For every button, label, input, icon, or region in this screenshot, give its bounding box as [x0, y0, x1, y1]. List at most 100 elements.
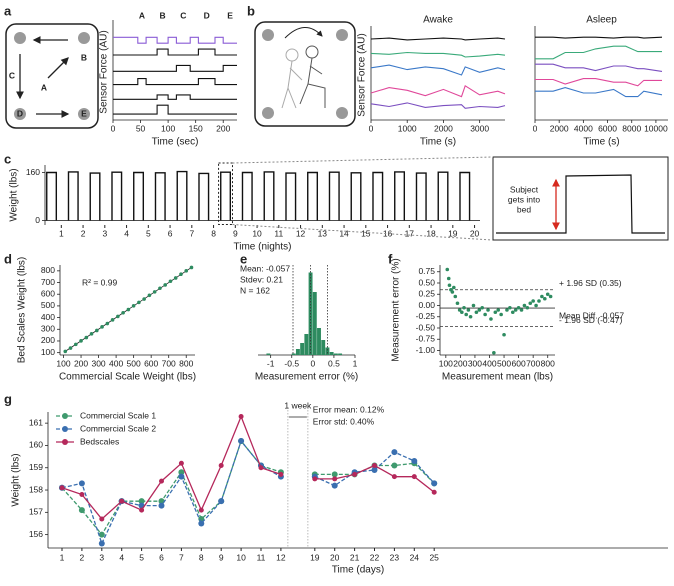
annotation: Error std: 0.40% — [313, 416, 375, 426]
y-tick-label: 0.25 — [418, 289, 435, 299]
x-tick-label: 9 — [219, 552, 224, 562]
legend-marker — [62, 439, 68, 445]
series-line — [535, 63, 663, 72]
x-axis-label: Measurement mean (lbs) — [442, 372, 553, 383]
panel-label: f — [388, 251, 393, 266]
y-axis-label: Weight (lbs) — [9, 168, 20, 221]
x-tick-label: 14 — [339, 228, 349, 238]
point — [462, 305, 466, 310]
x-tick-label: 800 — [541, 358, 555, 368]
point — [178, 460, 184, 466]
x-tick-label: 9 — [233, 228, 238, 238]
bar — [300, 343, 305, 355]
point — [159, 478, 164, 484]
zoom-line — [232, 156, 494, 164]
diagram-label: E — [81, 108, 87, 118]
point — [198, 507, 204, 513]
x-tick-label: 4 — [124, 228, 129, 238]
bar — [312, 292, 317, 355]
bar — [329, 352, 334, 355]
point — [184, 269, 189, 273]
series-line — [535, 45, 662, 60]
point — [63, 349, 68, 354]
x-tick-label: 3000 — [470, 123, 489, 133]
point — [522, 303, 527, 308]
event-label: A — [139, 10, 145, 20]
point — [468, 314, 473, 319]
point — [89, 332, 94, 336]
point — [480, 305, 485, 310]
point — [73, 342, 78, 347]
x-tick-label: 11 — [257, 552, 266, 562]
point — [499, 312, 503, 317]
y-tick-label: 600 — [41, 288, 55, 298]
point — [68, 346, 73, 350]
x-tick-label: 20 — [330, 552, 340, 562]
inset-c — [492, 156, 669, 241]
point — [483, 312, 487, 317]
panel-label: c — [4, 151, 11, 166]
pulse — [220, 171, 232, 221]
x-tick-label: 6 — [159, 552, 164, 562]
annotation: Error mean: 0.12% — [313, 404, 385, 414]
point — [492, 350, 496, 355]
x-tick-label: -0.5 — [284, 358, 299, 368]
point — [59, 485, 65, 491]
x-tick-label: 700 — [162, 358, 176, 368]
x-tick-label: 300 — [91, 358, 105, 368]
y-tick-label: -0.25 — [416, 311, 436, 321]
reference-label: Mean Diff. -0.057 — [559, 310, 624, 320]
series-line — [370, 51, 506, 58]
series-line — [370, 102, 506, 109]
y-axis-label: Measurement error (%) — [391, 258, 402, 361]
point — [477, 308, 482, 312]
point — [110, 318, 115, 322]
point — [510, 310, 515, 315]
bar — [325, 347, 330, 355]
bar — [321, 340, 326, 355]
point — [79, 491, 85, 497]
point — [126, 307, 131, 312]
point — [471, 303, 476, 308]
annotation: Stdev: 0.21 — [240, 274, 283, 284]
x-tick-label: 5 — [139, 552, 144, 562]
series-line — [535, 87, 663, 98]
diagram-b — [254, 21, 356, 127]
point — [312, 476, 318, 482]
pulse — [133, 171, 145, 221]
point — [142, 297, 146, 301]
x-axis-label: Time (days) — [332, 565, 384, 576]
point — [331, 471, 338, 478]
y-tick-label: 159 — [29, 462, 43, 472]
legend-label: Commercial Scale 2 — [80, 423, 156, 433]
point — [100, 325, 104, 329]
panel-label: e — [240, 251, 247, 266]
x-tick-label: 1000 — [398, 123, 417, 133]
pulse — [394, 171, 406, 221]
point — [496, 308, 501, 312]
x-tick-label: 20 — [470, 228, 480, 238]
pulse — [437, 171, 449, 221]
point — [548, 294, 553, 299]
bar — [333, 353, 338, 355]
y-axis-label: Sensor Force (AU) — [357, 33, 368, 116]
break-label: 1 week — [284, 400, 312, 410]
pulse — [89, 172, 101, 221]
x-tick-label: 21 — [350, 552, 360, 562]
point — [168, 279, 173, 284]
point — [116, 314, 120, 319]
point — [431, 489, 437, 495]
x-tick-label: 7 — [179, 552, 184, 562]
point — [450, 290, 455, 294]
point — [198, 520, 205, 527]
bar — [295, 349, 300, 355]
point — [391, 449, 398, 456]
x-tick-label: 0 — [310, 358, 315, 368]
pulse — [372, 171, 384, 221]
x-axis-label: Time (s) — [420, 137, 456, 148]
x-tick-label: 24 — [410, 552, 420, 562]
point — [447, 283, 452, 288]
point — [464, 312, 469, 317]
point — [139, 507, 145, 513]
pulse — [46, 171, 58, 221]
